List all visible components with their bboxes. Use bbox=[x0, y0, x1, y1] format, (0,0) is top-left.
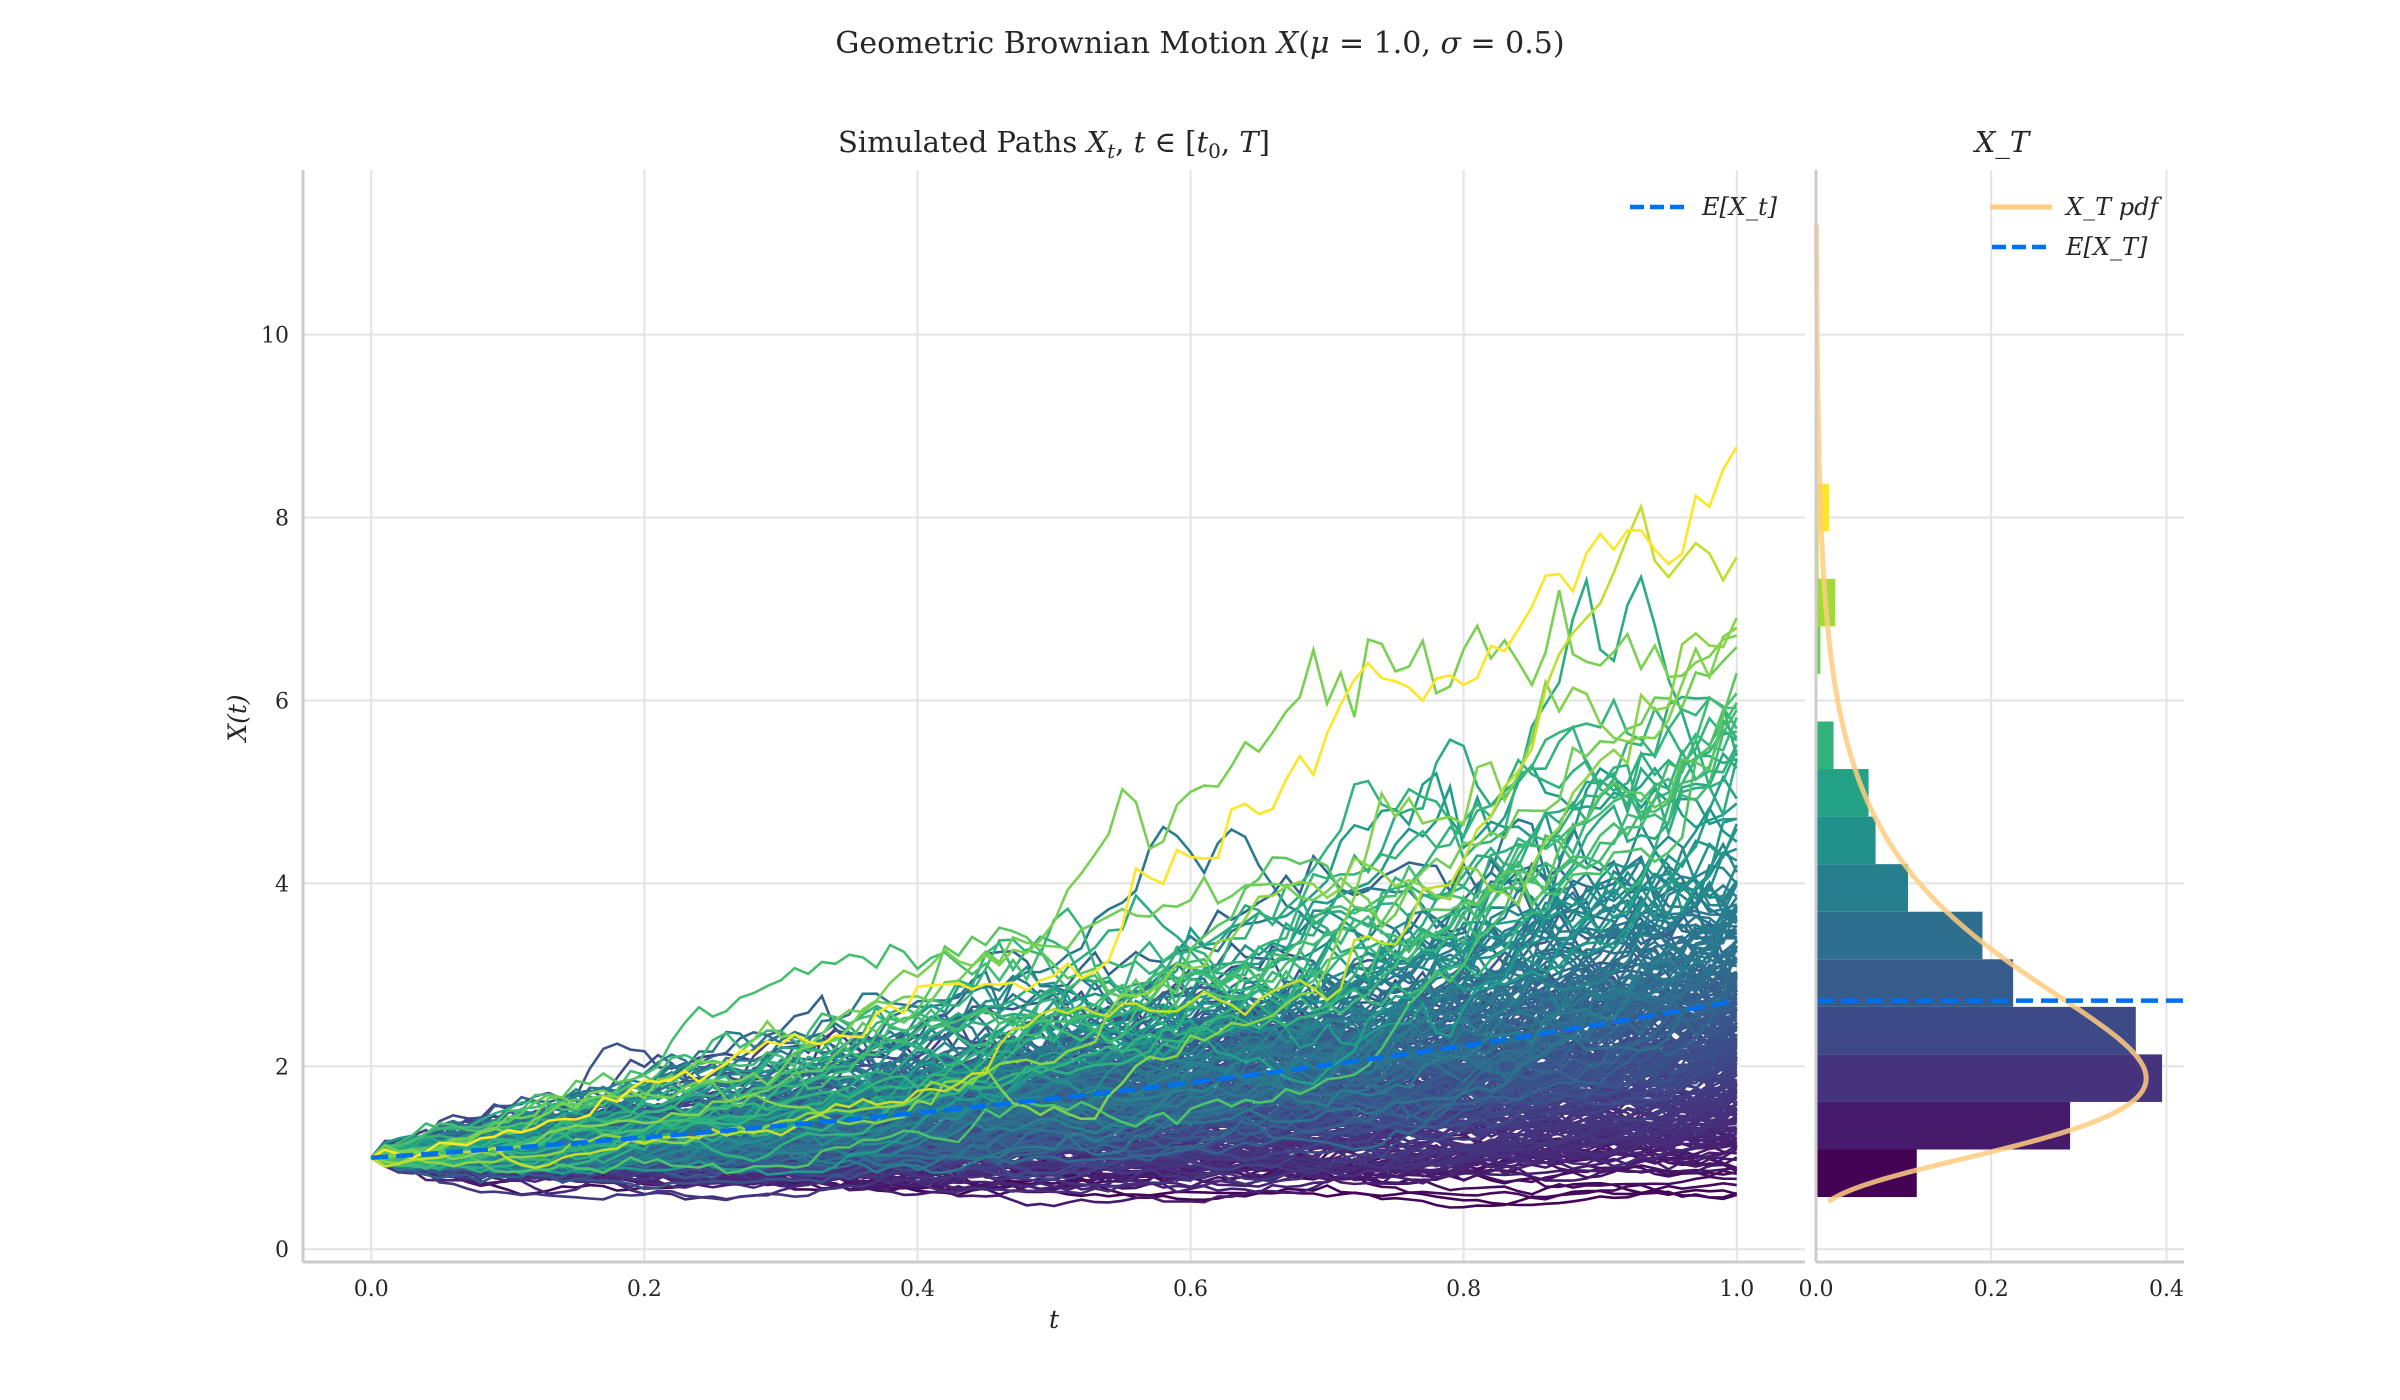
path-line bbox=[370, 590, 1738, 1159]
y-tick-label: 6 bbox=[275, 689, 289, 714]
path-line bbox=[370, 715, 1737, 1169]
path-line bbox=[370, 617, 1738, 1168]
path-line bbox=[371, 626, 1738, 1161]
path-line bbox=[370, 735, 1738, 1166]
pdf-curve bbox=[1814, 224, 2149, 1204]
legend-label-expected: E[X_t] bbox=[1701, 193, 1778, 221]
hist-x-tick-label: 0.2 bbox=[1974, 1277, 2009, 1302]
x-tick-label: 0.6 bbox=[1173, 1277, 1208, 1302]
path-line bbox=[371, 879, 1738, 1173]
y-tick-label: 10 bbox=[261, 324, 289, 349]
figure-title: Geometric Brownian Motion X(μ = 1.0, σ =… bbox=[835, 26, 1564, 61]
y-tick-label: 2 bbox=[275, 1055, 289, 1080]
y-axis-label: X(t) bbox=[223, 694, 252, 743]
expected-value-line bbox=[371, 998, 1738, 1160]
path-line bbox=[370, 886, 1738, 1170]
path-line bbox=[371, 646, 1738, 1159]
path-line bbox=[370, 805, 1738, 1159]
path-line bbox=[370, 446, 1738, 1160]
histogram-bar bbox=[1816, 626, 1821, 674]
y-tick-label: 0 bbox=[275, 1238, 289, 1263]
histogram-bar bbox=[1816, 816, 1876, 865]
x-tick-label: 0.8 bbox=[1446, 1277, 1481, 1302]
histogram-bar bbox=[1816, 769, 1869, 817]
x-axis-label: t bbox=[1049, 1305, 1060, 1334]
x-tick-label: 1.0 bbox=[1719, 1277, 1754, 1302]
hist-x-tick-label: 0.4 bbox=[2149, 1277, 2184, 1302]
y-tick-label: 4 bbox=[275, 872, 289, 897]
histogram-title: X_T bbox=[1973, 125, 2032, 160]
path-line bbox=[371, 695, 1738, 1174]
histogram-bar bbox=[1816, 864, 1908, 912]
histogram-bar bbox=[1816, 721, 1834, 770]
paths-title: Simulated Paths Xt, t ∈ [t0, T] bbox=[838, 125, 1270, 163]
path-line bbox=[370, 502, 1738, 1170]
histogram-bar bbox=[1816, 1054, 2163, 1102]
path-line bbox=[370, 672, 1738, 1159]
hist-legend bbox=[1990, 204, 2052, 250]
x-tick-label: 0.2 bbox=[627, 1277, 662, 1302]
x-tick-label: 0.0 bbox=[354, 1277, 389, 1302]
x-tick-label: 0.4 bbox=[900, 1277, 935, 1302]
path-line bbox=[370, 823, 1738, 1159]
path-line bbox=[370, 702, 1738, 1159]
hist-x-tick-label: 0.0 bbox=[1799, 1277, 1834, 1302]
simulated-paths bbox=[370, 446, 1738, 1209]
y-tick-label: 8 bbox=[275, 507, 289, 532]
hist-legend-label-pdf: X_T pdf bbox=[2064, 193, 2162, 221]
hist-legend-label-expected: E[X_T] bbox=[2065, 233, 2148, 261]
